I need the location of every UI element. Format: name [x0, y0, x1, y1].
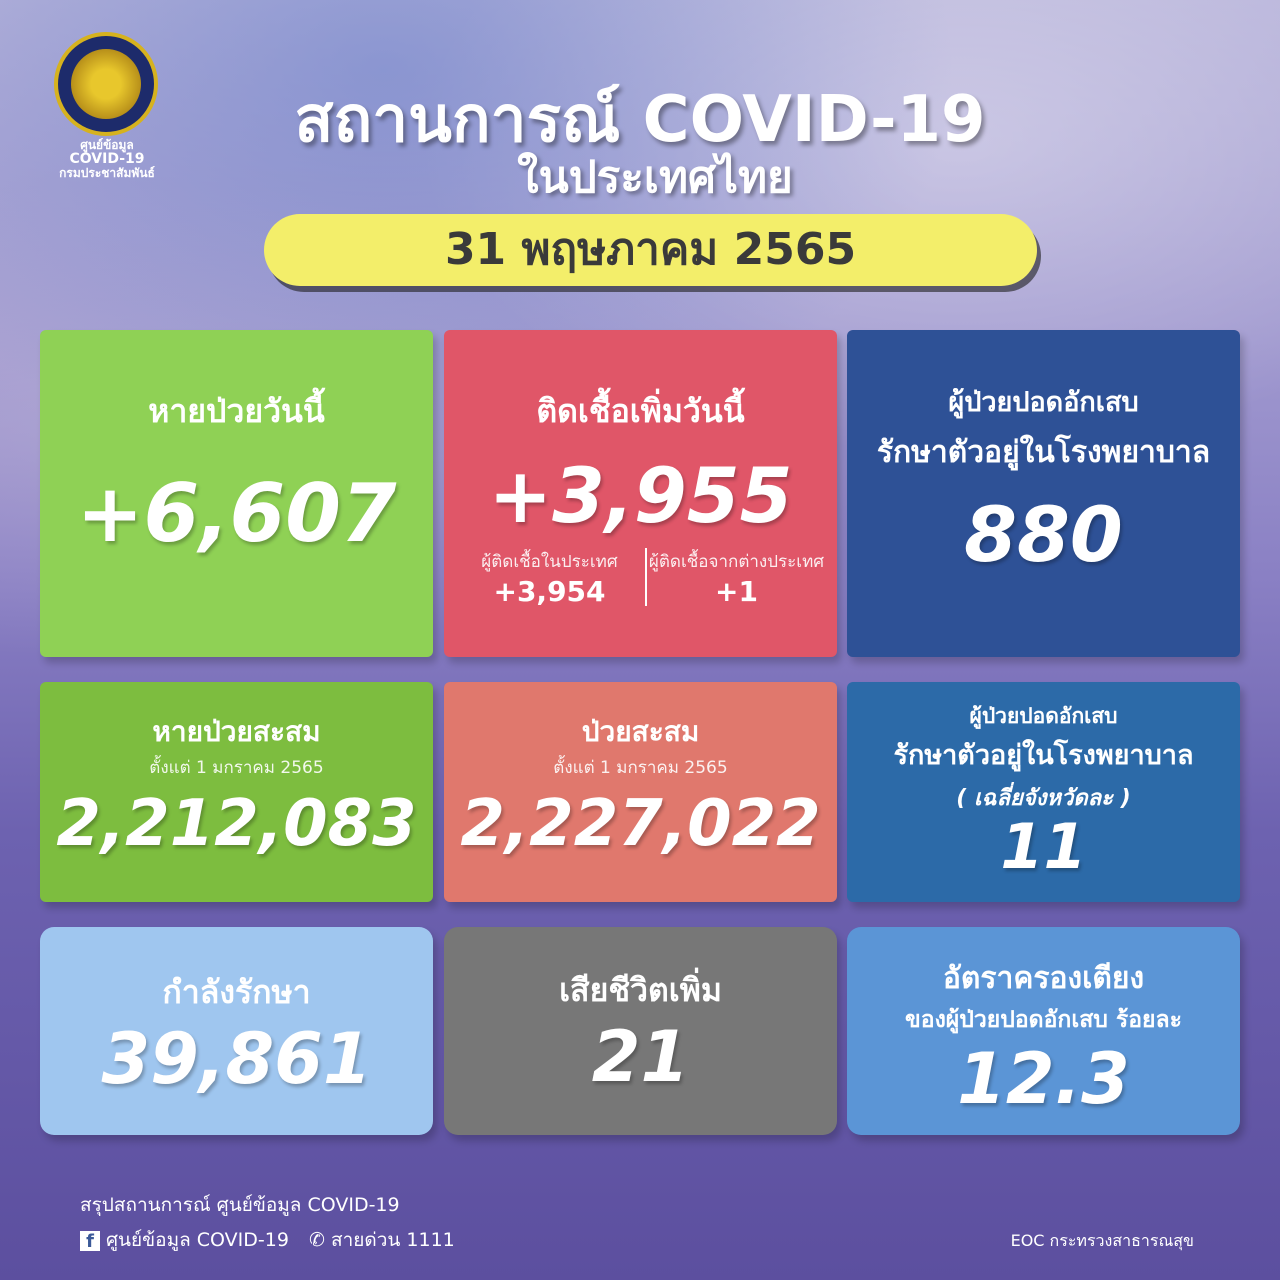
label-line1: อัตราครองเตียง: [942, 961, 1145, 996]
label: หายป่วยวันนี้: [148, 392, 325, 430]
label-line2: ของผู้ป่วยปอดอักเสบ ร้อยละ: [905, 1007, 1182, 1033]
domestic-label: ผู้ติดเชื้อในประเทศ: [481, 552, 618, 572]
logo-caption: ศูนย์ข้อมูล COVID-19 กรมประชาสัมพันธ์: [40, 138, 174, 180]
label: ป่วยสะสม: [581, 715, 700, 748]
card-pneumonia-average: ผู้ป่วยปอดอักเสบ รักษาตัวอยู่ในโรงพยาบาล…: [847, 682, 1240, 902]
logo-line2: COVID-19: [69, 151, 145, 167]
label: ติดเชื้อเพิ่มวันนี้: [536, 392, 745, 430]
logo-line3: กรมประชาสัมพันธ์: [59, 166, 155, 180]
value: 39,861: [101, 1018, 372, 1100]
card-pneumonia-hospitalized: ผู้ป่วยปอดอักเสบ รักษาตัวอยู่ในโรงพยาบาล…: [847, 330, 1240, 657]
value: 21: [591, 1016, 690, 1098]
card-cases-total: ป่วยสะสม ตั้งแต่ 1 มกราคม 2565 2,227,022: [444, 682, 837, 902]
imported-label: ผู้ติดเชื้อจากต่างประเทศ: [648, 552, 825, 572]
label-line2: รักษาตัวอยู่ในโรงพยาบาล: [893, 740, 1194, 771]
page-subtitle: ในประเทศไทย: [517, 152, 793, 203]
footer-contacts: f ศูนย์ข้อมูล COVID-19 ✆ สายด่วน 1111: [80, 1225, 455, 1255]
facebook-page-link[interactable]: ศูนย์ข้อมูล COVID-19: [106, 1229, 289, 1251]
since-label: ตั้งแต่ 1 มกราคม 2565: [149, 758, 324, 778]
hotline: สายด่วน 1111: [330, 1229, 455, 1251]
value: +3,955: [488, 451, 793, 540]
label-line3: ( เฉลี่ยจังหวัดละ ): [956, 786, 1131, 811]
card-deaths: เสียชีวิตเพิ่ม 21: [444, 927, 837, 1135]
value: 12.3: [957, 1038, 1130, 1120]
value: +6,607: [76, 467, 397, 560]
label-line1: ผู้ป่วยปอดอักเสบ: [948, 387, 1139, 418]
card-recovered-total: หายป่วยสะสม ตั้งแต่ 1 มกราคม 2565 2,212,…: [40, 682, 433, 902]
label-line2: รักษาตัวอยู่ในโรงพยาบาล: [876, 435, 1211, 470]
footer-source: EOC กระทรวงสาธารณสุข: [1010, 1231, 1194, 1250]
label: เสียชีวิตเพิ่ม: [559, 971, 722, 1009]
government-seal-logo: [54, 32, 158, 136]
value: 2,227,022: [460, 787, 821, 861]
logo-line1: ศูนย์ข้อมูล: [80, 138, 134, 152]
phone-icon: ✆: [309, 1229, 325, 1251]
value: 880: [964, 490, 1123, 579]
value: 11: [1000, 810, 1087, 883]
label: กำลังรักษา: [162, 973, 311, 1011]
facebook-icon: f: [80, 1230, 100, 1252]
card-treating: กำลังรักษา 39,861: [40, 927, 433, 1135]
card-bed-occupancy: อัตราครองเตียง ของผู้ป่วยปอดอักเสบ ร้อยล…: [847, 927, 1240, 1135]
date-banner: 31 พฤษภาคม 2565: [264, 214, 1037, 286]
value: 2,212,083: [56, 787, 417, 861]
label: หายป่วยสะสม: [152, 715, 321, 748]
page-title: สถานการณ์ COVID-19: [294, 83, 986, 157]
domestic-cases: ผู้ติดเชื้อในประเทศ +3,954: [455, 548, 645, 608]
card-recovered-today: หายป่วยวันนี้ +6,607: [40, 330, 433, 657]
card-new-cases: ติดเชื้อเพิ่มวันนี้ +3,955 ผู้ติดเชื้อใน…: [444, 330, 837, 657]
imported-cases: ผู้ติดเชื้อจากต่างประเทศ +1: [647, 548, 827, 608]
footer-summary: สรุปสถานการณ์ ศูนย์ข้อมูล COVID-19: [80, 1194, 400, 1216]
divider: [644, 548, 647, 606]
imported-value: +1: [715, 575, 758, 608]
since-label: ตั้งแต่ 1 มกราคม 2565: [553, 758, 728, 778]
label-line1: ผู้ป่วยปอดอักเสบ: [969, 704, 1118, 728]
domestic-value: +3,954: [493, 575, 606, 608]
